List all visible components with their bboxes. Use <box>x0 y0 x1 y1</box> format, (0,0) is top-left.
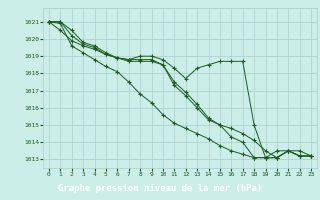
Text: Graphe pression niveau de la mer (hPa): Graphe pression niveau de la mer (hPa) <box>58 184 262 193</box>
